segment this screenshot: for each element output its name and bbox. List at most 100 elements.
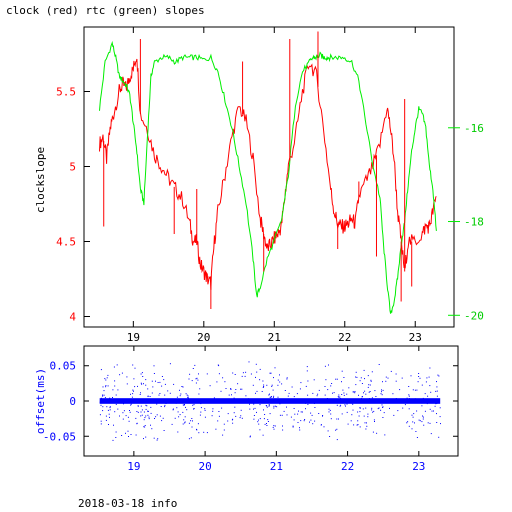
offset-point — [433, 401, 435, 403]
offset-point — [188, 397, 189, 399]
offset-point — [276, 406, 278, 408]
offset-point — [318, 413, 320, 414]
offset-point — [343, 377, 345, 378]
offset-point — [364, 390, 366, 392]
offset-point — [333, 392, 335, 394]
offset-point — [419, 420, 421, 422]
offset-point — [361, 396, 363, 398]
offset-point — [362, 408, 364, 410]
offset-point — [102, 386, 104, 388]
offset-point — [322, 415, 323, 417]
offset-point — [253, 415, 255, 416]
offset-point — [259, 418, 261, 420]
bottom-x-tick-label: 23 — [412, 460, 425, 473]
offset-point — [375, 396, 377, 397]
offset-point — [177, 411, 179, 413]
offset-point — [274, 425, 276, 427]
offset-point — [416, 437, 418, 438]
offset-point — [162, 417, 164, 419]
offset-point — [300, 382, 302, 384]
offset-point — [282, 429, 284, 431]
offset-point — [112, 397, 113, 398]
offset-point — [434, 405, 436, 407]
offset-point — [352, 399, 354, 401]
offset-point — [169, 392, 171, 394]
offset-point — [253, 402, 255, 404]
offset-point — [277, 398, 279, 400]
offset-point — [227, 413, 229, 415]
offset-point — [141, 383, 143, 385]
offset-point — [282, 398, 284, 400]
offset-point — [398, 402, 400, 404]
offset-point — [249, 435, 251, 437]
offset-point — [306, 366, 308, 368]
offset-point — [140, 373, 142, 375]
offset-point — [421, 384, 423, 386]
offset-point — [185, 406, 186, 408]
offset-point — [330, 413, 332, 415]
offset-point — [164, 406, 166, 408]
offset-point — [107, 409, 109, 411]
offset-point — [140, 382, 142, 384]
offset-point — [244, 375, 246, 377]
offset-point — [412, 421, 414, 423]
offset-point — [248, 398, 249, 400]
offset-point — [423, 424, 425, 426]
offset-point — [306, 370, 308, 372]
offset-point — [360, 377, 362, 379]
offset-point — [227, 420, 229, 422]
offset-point — [200, 403, 202, 405]
offset-point — [367, 413, 369, 415]
offset-point — [320, 424, 322, 426]
top-y-axis-label: clockslope — [34, 147, 47, 213]
offset-point — [130, 434, 132, 435]
offset-point — [149, 396, 151, 397]
offset-point — [273, 407, 275, 409]
offset-point — [224, 381, 226, 383]
offset-point — [150, 406, 152, 408]
offset-point — [381, 394, 383, 396]
offset-point — [115, 403, 117, 405]
offset-point — [150, 412, 152, 414]
offset-point — [121, 372, 123, 374]
offset-point — [232, 372, 234, 374]
offset-point — [198, 432, 200, 434]
offset-point — [363, 392, 364, 394]
offset-point — [419, 377, 421, 379]
offset-point — [421, 405, 423, 407]
offset-point — [104, 378, 106, 380]
offset-point — [193, 408, 194, 410]
offset-point — [235, 415, 237, 417]
offset-point — [293, 419, 295, 421]
offset-point — [109, 399, 111, 401]
offset-point — [416, 410, 418, 412]
offset-point — [151, 428, 153, 430]
offset-point — [205, 402, 206, 404]
offset-point — [153, 365, 155, 367]
offset-point — [170, 400, 172, 402]
offset-point — [271, 385, 273, 387]
offset-point — [195, 382, 197, 384]
offset-point — [206, 373, 208, 375]
offset-point — [426, 400, 428, 402]
offset-point — [363, 415, 365, 417]
offset-point — [196, 428, 197, 430]
rtc-slope-line — [99, 40, 437, 314]
offset-point — [102, 410, 104, 412]
offset-point — [359, 426, 361, 428]
offset-point — [235, 389, 237, 390]
offset-dense-band — [99, 398, 441, 404]
offset-point — [344, 404, 346, 406]
offset-point — [266, 406, 268, 408]
offset-point — [313, 403, 315, 404]
top-x-tick-label: 20 — [197, 331, 210, 344]
offset-point — [269, 396, 271, 398]
offset-point — [332, 392, 333, 394]
offset-point — [249, 408, 251, 410]
offset-point — [370, 379, 372, 381]
offset-point — [382, 389, 384, 391]
offset-point — [174, 417, 176, 419]
offset-point — [204, 408, 206, 410]
offset-point — [426, 377, 428, 379]
offset-point — [350, 420, 352, 422]
